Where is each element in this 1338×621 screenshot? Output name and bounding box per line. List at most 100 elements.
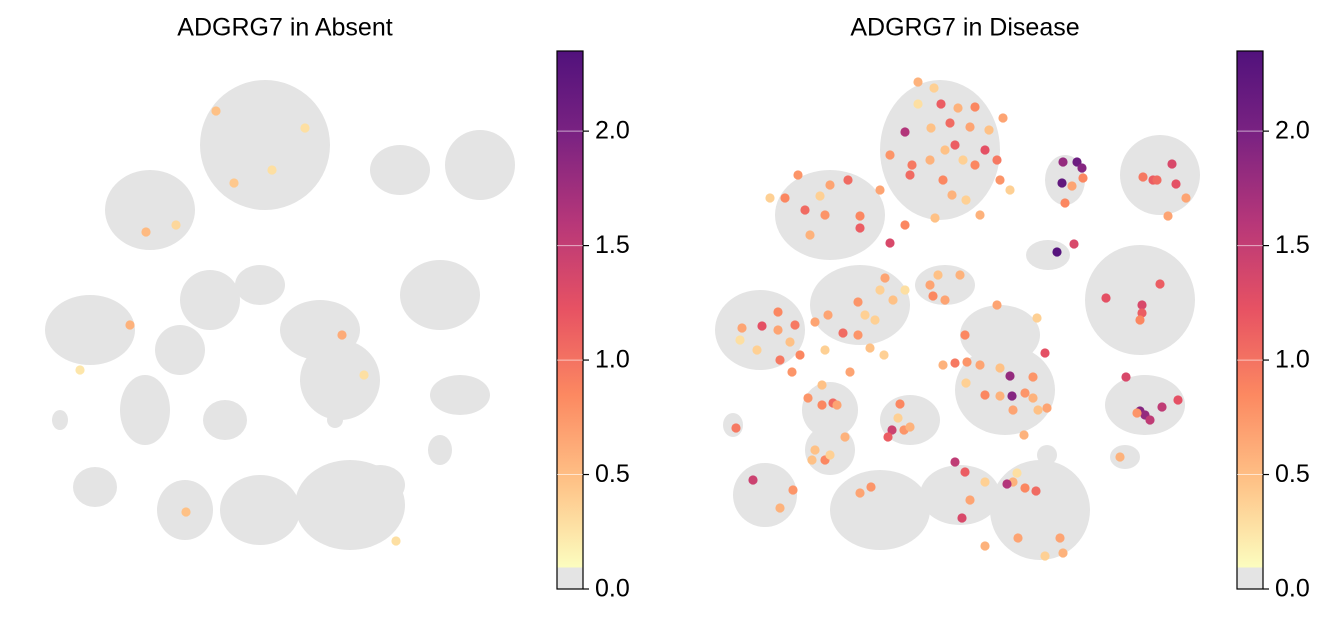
cell-point	[961, 195, 971, 205]
cell-point	[1157, 402, 1167, 412]
cell-cluster	[1085, 245, 1195, 355]
cell-point	[913, 77, 923, 87]
cell-point	[790, 320, 800, 330]
cell-point	[1031, 486, 1041, 496]
cell-point	[1042, 403, 1052, 413]
cell-point	[961, 378, 971, 388]
cell-point	[1055, 533, 1065, 543]
cell-cluster	[920, 465, 1000, 525]
cell-point	[1012, 468, 1022, 478]
cell-point	[970, 160, 980, 170]
cell-point	[1173, 395, 1183, 405]
cell-point	[731, 423, 741, 433]
cell-point	[838, 328, 848, 338]
cell-point	[885, 238, 895, 248]
cell-point	[875, 185, 885, 195]
cell-point	[925, 155, 935, 165]
cell-point	[853, 297, 863, 307]
cell-point	[975, 210, 985, 220]
cell-point	[1163, 211, 1173, 221]
cell-point	[1005, 371, 1015, 381]
cell-point	[950, 140, 960, 150]
cell-point	[810, 317, 820, 327]
cell-point	[1181, 193, 1191, 203]
cell-point	[807, 455, 817, 465]
cell-point	[895, 399, 905, 409]
colorbar-tick-label: 1.5	[595, 231, 630, 259]
cell-point	[780, 193, 790, 203]
cell-point	[810, 445, 820, 455]
cell-point	[913, 99, 923, 109]
cell-cluster	[990, 460, 1090, 560]
cell-point	[1007, 391, 1017, 401]
cell-cluster	[400, 260, 480, 330]
cell-point	[975, 360, 985, 370]
cell-point	[880, 273, 890, 283]
cell-point	[980, 477, 990, 487]
cell-point	[788, 485, 798, 495]
cell-point	[936, 99, 946, 109]
colorbar-tick-label: 1.0	[595, 346, 630, 374]
cell-point	[1005, 185, 1015, 195]
cell-cluster	[1026, 240, 1070, 270]
cell-point	[1028, 372, 1038, 382]
cell-point	[1058, 157, 1068, 167]
cell-point	[928, 291, 938, 301]
chart-title: ADGRG7 in Absent	[177, 14, 392, 42]
cell-point	[998, 113, 1008, 123]
cell-point	[1008, 405, 1018, 415]
cell-point	[141, 227, 151, 237]
cell-point	[793, 170, 803, 180]
cell-point	[785, 337, 795, 347]
cell-point	[980, 541, 990, 551]
cell-point	[900, 285, 910, 295]
cell-point	[965, 495, 975, 505]
cell-point	[773, 325, 783, 335]
cell-point	[1152, 175, 1162, 185]
cell-point	[775, 355, 785, 365]
cell-point	[888, 295, 898, 305]
cell-point	[879, 350, 889, 360]
cell-clusters	[45, 80, 515, 550]
cell-point	[840, 432, 850, 442]
cell-point	[765, 193, 775, 203]
cell-point	[817, 400, 827, 410]
colorbar-tick-label: 0.0	[1275, 575, 1310, 603]
cell-point	[300, 123, 310, 133]
cell-cluster	[733, 463, 797, 527]
cell-point	[1137, 308, 1147, 318]
cell-cluster	[52, 410, 68, 430]
cell-cluster	[955, 345, 1055, 435]
cell-point	[870, 315, 880, 325]
cell-point	[965, 122, 975, 132]
cell-point	[925, 280, 935, 290]
cell-point	[752, 345, 762, 355]
cell-point	[1052, 247, 1062, 257]
cell-point	[984, 125, 994, 135]
cell-point	[1002, 479, 1012, 489]
cell-point	[995, 363, 1005, 373]
cell-point	[1020, 388, 1030, 398]
colorbar-tick-label: 1.5	[1275, 231, 1310, 259]
cell-point	[885, 150, 895, 160]
cell-cluster	[775, 170, 885, 260]
cell-point	[1028, 393, 1038, 403]
cell-point	[825, 180, 835, 190]
cell-cluster	[300, 340, 380, 420]
cell-cluster	[1110, 445, 1140, 469]
cell-cluster	[355, 465, 405, 505]
cell-point	[805, 230, 815, 240]
cell-point	[958, 155, 968, 165]
cell-point	[855, 223, 865, 233]
cell-cluster	[1037, 445, 1057, 465]
cell-point	[825, 450, 835, 460]
cell-point	[737, 323, 747, 333]
cell-point	[1132, 408, 1142, 418]
colorbar-tick-label: 0.5	[595, 460, 630, 488]
cell-cluster	[1105, 375, 1185, 435]
cell-point	[866, 482, 876, 492]
cell-point	[1145, 415, 1155, 425]
cell-cluster	[155, 325, 205, 375]
cell-point	[1135, 315, 1145, 325]
